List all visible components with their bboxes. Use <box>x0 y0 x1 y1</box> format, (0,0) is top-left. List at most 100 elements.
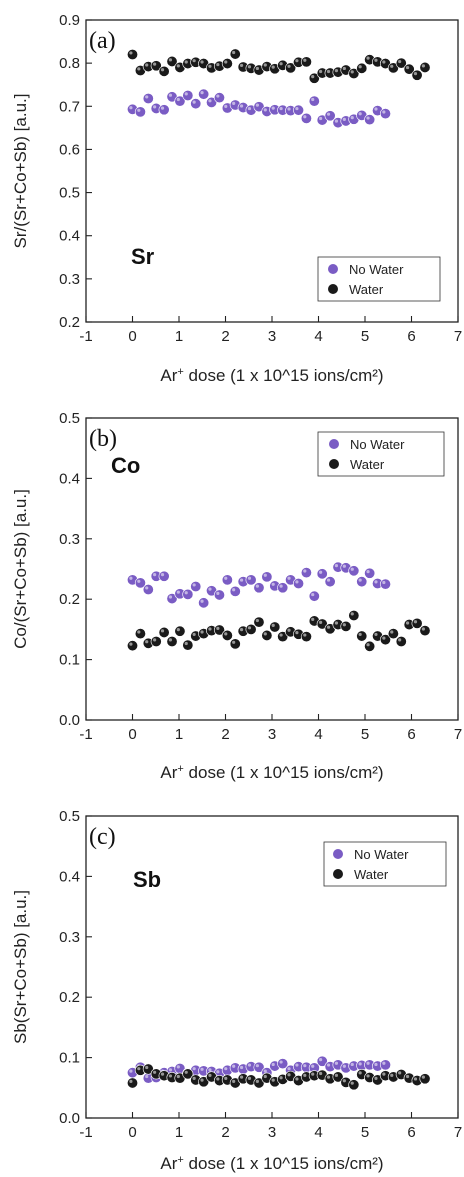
data-point-highlight <box>129 106 133 110</box>
data-point-highlight <box>342 623 346 627</box>
data-point-highlight <box>145 95 149 99</box>
x-axis-title-ar: Ar <box>160 1154 177 1173</box>
data-point-highlight <box>145 1065 149 1070</box>
x-tick-label: 2 <box>221 1124 229 1141</box>
x-ticks: -1 0 1 2 3 4 5 6 7 <box>79 714 462 743</box>
data-point-highlight <box>263 1069 267 1073</box>
data-point <box>419 625 431 637</box>
data-point <box>229 585 241 597</box>
data-point-highlight <box>255 584 259 588</box>
data-point-highlight <box>216 94 220 98</box>
x-axis-title-ar: Ar <box>160 763 177 782</box>
x-tick-label: 0 <box>128 726 136 743</box>
data-point-highlight <box>382 636 386 640</box>
data-point <box>174 625 186 637</box>
data-point-highlight <box>184 591 188 595</box>
data-point <box>182 639 194 651</box>
data-point-highlight <box>232 101 236 105</box>
data-point-highlight <box>271 582 275 586</box>
data-point-highlight <box>137 108 141 112</box>
data-point <box>364 640 376 652</box>
data-point <box>182 588 194 600</box>
data-point-highlight <box>390 64 394 68</box>
data-point-highlight <box>200 630 204 634</box>
data-point-highlight <box>326 1075 331 1079</box>
data-point-highlight <box>319 116 323 121</box>
x-tick-label: 2 <box>221 328 229 345</box>
data-point-highlight <box>247 576 252 580</box>
data-point-highlight <box>303 633 307 637</box>
data-point-highlight <box>129 642 133 646</box>
data-point-highlight <box>279 633 283 637</box>
y-tick-label: 0.2 <box>59 314 80 331</box>
x-tick-label: 3 <box>268 328 276 345</box>
data-point <box>245 623 257 635</box>
y-tick-label: 0.4 <box>59 470 80 487</box>
x-tick-label: 6 <box>407 1124 415 1141</box>
series-no-water <box>127 561 391 609</box>
data-point-highlight <box>374 632 378 637</box>
data-point-highlight <box>200 91 204 95</box>
data-point-highlight <box>374 580 378 584</box>
data-point-highlight <box>390 630 394 634</box>
data-point-highlight <box>350 612 354 616</box>
x-tick-label: 5 <box>361 1124 369 1141</box>
data-point-highlight <box>153 105 157 109</box>
data-point-highlight <box>200 60 204 64</box>
data-point <box>190 98 202 110</box>
legend-marker-water <box>333 869 343 879</box>
data-point-highlight <box>405 621 410 625</box>
data-point-highlight <box>153 573 157 577</box>
data-point <box>379 108 391 120</box>
data-point-highlight <box>239 628 244 632</box>
data-point-highlight <box>413 620 418 624</box>
data-point-highlight <box>374 58 378 62</box>
data-point-highlight <box>153 62 157 66</box>
x-ticks: -1 0 1 2 3 4 5 6 7 <box>79 316 462 345</box>
panel-b: 0.0 0.1 0.2 0.3 0.4 0.5 -1 0 1 2 3 4 5 6 7 (b) Co No … <box>0 392 464 785</box>
legend-label-no-water: No Water <box>349 262 404 277</box>
data-point-highlight <box>279 62 283 66</box>
data-point-highlight <box>200 1067 204 1071</box>
y-tick-label: 0.9 <box>59 12 80 29</box>
data-point-highlight <box>129 51 133 55</box>
data-point-highlight <box>208 627 212 631</box>
data-point-highlight <box>366 1061 370 1065</box>
data-point-highlight <box>137 1067 141 1071</box>
data-point-highlight <box>192 1076 196 1080</box>
data-point-highlight <box>208 587 212 591</box>
data-point-highlight <box>255 66 259 71</box>
data-point <box>221 58 233 70</box>
data-point <box>253 616 265 628</box>
legend: No Water Water <box>317 431 445 477</box>
data-point-highlight <box>382 60 386 64</box>
x-tick-label: 7 <box>454 1124 462 1141</box>
x-tick-label: 6 <box>407 726 415 743</box>
data-point <box>166 635 178 647</box>
data-point-highlight <box>137 579 141 583</box>
data-point-highlight <box>192 583 196 587</box>
data-point <box>150 635 162 647</box>
data-point <box>198 597 210 609</box>
series-points <box>127 561 431 652</box>
x-axis-title-rest: dose (1 x 10^15 ions/cm²) <box>184 366 384 385</box>
data-point <box>379 578 391 590</box>
data-point <box>245 574 257 586</box>
series-water <box>127 1063 431 1091</box>
legend-marker-no-water <box>333 849 343 859</box>
legend-label-water: Water <box>354 867 389 882</box>
data-point-highlight <box>279 1060 283 1064</box>
data-point-highlight <box>382 110 386 114</box>
data-point-highlight <box>232 588 236 592</box>
data-point <box>348 1079 360 1091</box>
data-point-highlight <box>247 106 252 111</box>
x-tick-label: 6 <box>407 328 415 345</box>
legend: No Water Water <box>317 256 441 302</box>
data-point-highlight <box>366 570 370 574</box>
legend-marker-no-water <box>328 264 338 274</box>
data-point-highlight <box>366 56 370 60</box>
data-point-highlight <box>279 1076 283 1080</box>
data-point-highlight <box>153 1070 157 1074</box>
data-point-highlight <box>295 631 299 635</box>
data-point-highlight <box>366 1074 370 1078</box>
